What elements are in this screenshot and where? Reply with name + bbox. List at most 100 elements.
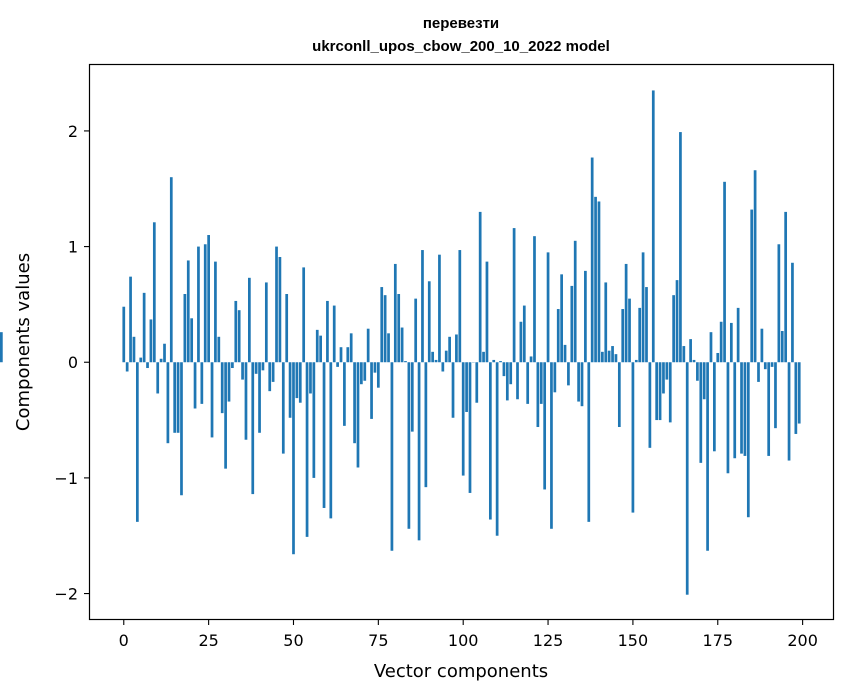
x-tick-label: 200 (787, 631, 818, 650)
bar-143 (607, 350, 611, 363)
bar-91 (431, 351, 435, 363)
bar-106 (482, 351, 485, 363)
bar-184 (746, 362, 750, 518)
bar-121 (533, 236, 536, 363)
bar-176 (719, 321, 723, 363)
bar-26 (210, 362, 214, 438)
bar-159 (662, 362, 665, 394)
bar-158 (658, 362, 662, 421)
bar-190 (767, 362, 771, 456)
bar-168 (692, 359, 696, 363)
bar-97 (451, 362, 455, 418)
bar-181 (736, 307, 740, 363)
bar-32 (231, 362, 234, 369)
bar-146 (617, 362, 621, 428)
bar-27 (214, 261, 217, 363)
bar-74 (373, 362, 377, 373)
bar-141 (601, 351, 604, 363)
bar-58 (319, 335, 322, 363)
y-tick-label: 1 (68, 238, 78, 257)
bar-37 (248, 277, 251, 363)
bar-152 (638, 307, 642, 363)
y-axis-label: Components values (13, 253, 34, 431)
bar-71 (363, 362, 367, 381)
bar-56 (312, 362, 316, 478)
bar-19 (186, 260, 190, 363)
bar-52 (298, 362, 302, 403)
bar-135 (580, 362, 584, 407)
bar-24 (203, 244, 207, 363)
bar-162 (672, 295, 675, 363)
bar-84 (407, 362, 411, 529)
bar-72 (366, 328, 370, 363)
bar-154 (645, 287, 648, 363)
x-tick-label: 175 (702, 631, 733, 650)
bar-48 (285, 294, 289, 363)
bar-94 (441, 362, 445, 372)
bar-38 (251, 362, 255, 495)
bar-166 (685, 362, 689, 595)
bar-196 (787, 362, 791, 461)
bar-161 (668, 362, 672, 423)
bar-183 (743, 362, 747, 456)
bar-93 (438, 254, 441, 363)
bar-114 (509, 362, 513, 385)
bar-192 (774, 362, 777, 429)
bar-195 (784, 211, 788, 363)
bar-30 (224, 362, 227, 469)
bar-134 (577, 362, 580, 402)
bar-131 (567, 362, 570, 386)
bar-54 (305, 362, 309, 537)
bar-167 (689, 339, 692, 363)
bar-147 (621, 309, 625, 363)
bar-117 (519, 321, 523, 363)
x-tick-label: 100 (448, 631, 479, 650)
bar-185 (750, 209, 754, 363)
bar-180 (733, 362, 737, 459)
bar-138 (590, 157, 594, 363)
chart-subtitle: ukrconll_upos_cbow_200_10_2022 model (312, 38, 610, 55)
bar-49 (288, 362, 292, 418)
bar-151 (634, 359, 638, 363)
bar-66 (346, 347, 350, 363)
bar-62 (332, 305, 336, 363)
bar-33 (234, 300, 238, 363)
bar-40 (258, 362, 261, 433)
bar-178 (726, 362, 730, 474)
bar-169 (696, 362, 699, 381)
bar-78 (387, 333, 390, 363)
bar-59 (322, 362, 326, 508)
bar-83 (404, 361, 407, 363)
bar-109 (492, 359, 496, 363)
bar-110 (495, 362, 499, 536)
bar-164 (679, 132, 682, 363)
bar-20 (190, 318, 194, 363)
bar-68 (353, 362, 356, 444)
bar-31 (227, 362, 231, 402)
bar-144 (611, 346, 614, 363)
bar-64 (339, 347, 343, 363)
bar-122 (536, 362, 540, 428)
bar-53 (302, 267, 306, 363)
x-tick-label: 25 (198, 631, 218, 650)
bar-21 (193, 362, 197, 409)
bar-108 (488, 362, 492, 520)
bar-7 (146, 362, 149, 369)
x-tick-label: 125 (533, 631, 564, 650)
bar-36 (244, 362, 248, 440)
bar-193 (777, 244, 781, 363)
bar-179 (729, 322, 733, 363)
bar-42 (264, 282, 268, 363)
bar-81 (397, 294, 401, 363)
bar-3 (132, 336, 136, 363)
bar-29 (220, 362, 224, 414)
y-tick-label: 2 (68, 122, 78, 141)
bar-126 (550, 362, 553, 529)
bar-43 (268, 362, 272, 392)
bar-34 (237, 310, 241, 363)
bar-76 (380, 287, 384, 363)
chart-title: перевезти (423, 15, 499, 32)
bar-125 (546, 252, 550, 363)
bar-120 (529, 356, 533, 363)
bar-60 (326, 300, 329, 363)
